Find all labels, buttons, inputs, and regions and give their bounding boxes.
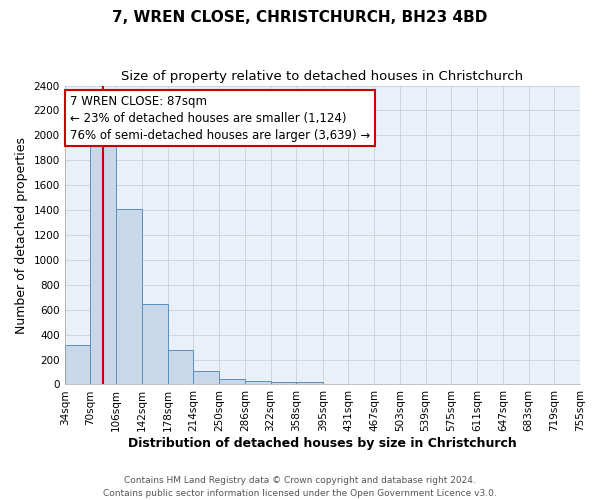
Bar <box>219 379 245 384</box>
Bar <box>142 304 167 384</box>
Bar <box>245 380 271 384</box>
Bar <box>91 138 116 384</box>
Text: Contains HM Land Registry data © Crown copyright and database right 2024.
Contai: Contains HM Land Registry data © Crown c… <box>103 476 497 498</box>
Bar <box>271 382 296 384</box>
Bar <box>65 344 91 385</box>
Bar <box>193 372 219 384</box>
Y-axis label: Number of detached properties: Number of detached properties <box>15 136 28 334</box>
Title: Size of property relative to detached houses in Christchurch: Size of property relative to detached ho… <box>121 70 523 83</box>
X-axis label: Distribution of detached houses by size in Christchurch: Distribution of detached houses by size … <box>128 437 517 450</box>
Text: 7, WREN CLOSE, CHRISTCHURCH, BH23 4BD: 7, WREN CLOSE, CHRISTCHURCH, BH23 4BD <box>112 10 488 25</box>
Bar <box>116 209 142 384</box>
Text: 7 WREN CLOSE: 87sqm
← 23% of detached houses are smaller (1,124)
76% of semi-det: 7 WREN CLOSE: 87sqm ← 23% of detached ho… <box>70 94 370 142</box>
Bar <box>296 382 323 384</box>
Bar <box>167 350 193 384</box>
